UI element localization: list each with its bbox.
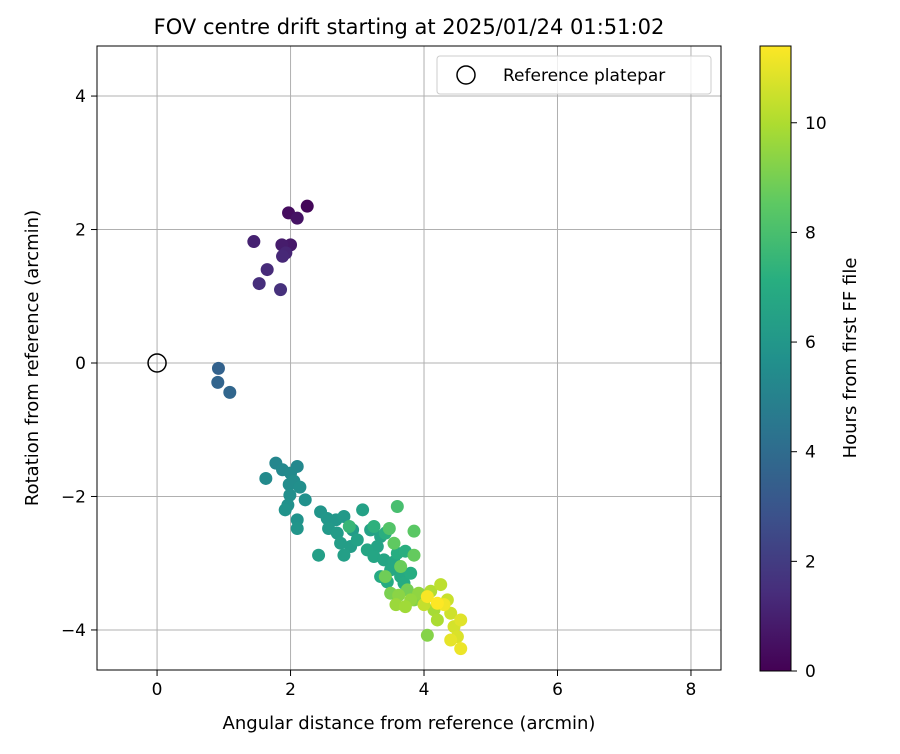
data-point (298, 493, 312, 507)
data-point (337, 548, 351, 562)
plot-frame (96, 45, 722, 671)
y-tick-label: −2 (61, 487, 86, 507)
y-tick-label: 0 (75, 354, 86, 374)
colorbar-tick-label: 0 (805, 662, 816, 682)
colorbar-tick-label: 4 (805, 443, 816, 463)
data-points (211, 199, 468, 656)
data-point (247, 235, 261, 249)
legend-box (436, 55, 712, 95)
data-point (407, 524, 421, 538)
data-point (434, 578, 448, 592)
chart-title: FOV centre drift starting at 2025/01/24 … (154, 15, 665, 39)
data-point (259, 471, 273, 485)
data-point (290, 211, 304, 225)
data-point (404, 566, 418, 580)
data-point (390, 499, 404, 513)
data-point (283, 488, 297, 502)
y-axis-ticks: −4 −2 0 2 4 (61, 87, 97, 641)
y-tick-label: 4 (75, 87, 86, 107)
x-axis-label: Angular distance from reference (arcmin) (223, 713, 596, 734)
data-point (444, 633, 458, 647)
colorbar-gradient (759, 45, 792, 672)
x-tick-label: 6 (552, 680, 563, 700)
x-tick-label: 2 (285, 680, 296, 700)
data-point (394, 560, 408, 574)
data-point (211, 361, 225, 375)
legend-marker-icon (456, 65, 476, 85)
data-point (211, 375, 225, 389)
data-point (290, 522, 304, 536)
data-point (378, 570, 392, 584)
data-point (407, 548, 421, 562)
y-tick-label: −4 (61, 621, 86, 641)
legend: Reference platepar (436, 55, 712, 95)
data-point (454, 613, 468, 627)
data-point (334, 536, 348, 550)
data-point (260, 263, 274, 277)
data-point (274, 283, 288, 297)
data-point (350, 533, 364, 547)
colorbar: 0 2 4 6 8 10 Hours from first FF file (759, 45, 861, 682)
y-axis-label: Rotation from reference (arcmin) (22, 210, 43, 506)
x-tick-label: 4 (419, 680, 430, 700)
data-point (367, 550, 381, 564)
colorbar-tick-label: 2 (805, 552, 816, 572)
reference-marker (147, 353, 167, 373)
data-point (398, 600, 412, 614)
data-point (382, 522, 396, 536)
data-point (454, 642, 468, 656)
x-tick-label: 8 (686, 680, 697, 700)
data-point (420, 628, 434, 642)
data-point (276, 249, 290, 263)
legend-label: Reference platepar (503, 66, 665, 86)
colorbar-tick-label: 6 (805, 333, 816, 353)
data-point (252, 277, 266, 291)
data-point (282, 477, 296, 491)
data-point (312, 548, 326, 562)
data-point (337, 510, 351, 524)
data-point (300, 199, 314, 213)
data-point (278, 503, 292, 517)
data-point (367, 520, 381, 534)
data-point (430, 613, 444, 627)
x-tick-label: 0 (152, 680, 163, 700)
data-point (377, 553, 391, 567)
x-axis-ticks: 0 2 4 6 8 (152, 670, 697, 700)
colorbar-ticks: 0 2 4 6 8 10 (791, 114, 827, 682)
colorbar-tick-label: 10 (805, 114, 827, 134)
data-point (387, 536, 401, 550)
data-point (420, 590, 434, 604)
data-point (342, 520, 356, 534)
data-point (330, 526, 344, 540)
data-point (293, 480, 307, 494)
data-point (356, 503, 370, 517)
data-point (430, 596, 444, 610)
colorbar-tick-label: 8 (805, 223, 816, 243)
y-tick-label: 2 (75, 221, 86, 241)
grid-lines (97, 46, 721, 670)
colorbar-label: Hours from first FF file (840, 258, 861, 459)
data-point (370, 540, 384, 554)
data-point (223, 385, 237, 399)
